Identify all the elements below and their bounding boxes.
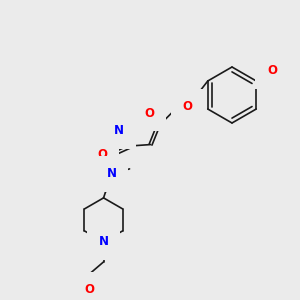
Text: N: N	[106, 167, 116, 180]
Text: N: N	[114, 124, 124, 137]
Text: O: O	[98, 148, 107, 161]
Text: O: O	[183, 100, 193, 113]
Text: O: O	[267, 64, 277, 77]
Text: N: N	[98, 236, 109, 248]
Text: O: O	[85, 284, 94, 296]
Text: O: O	[144, 106, 154, 120]
